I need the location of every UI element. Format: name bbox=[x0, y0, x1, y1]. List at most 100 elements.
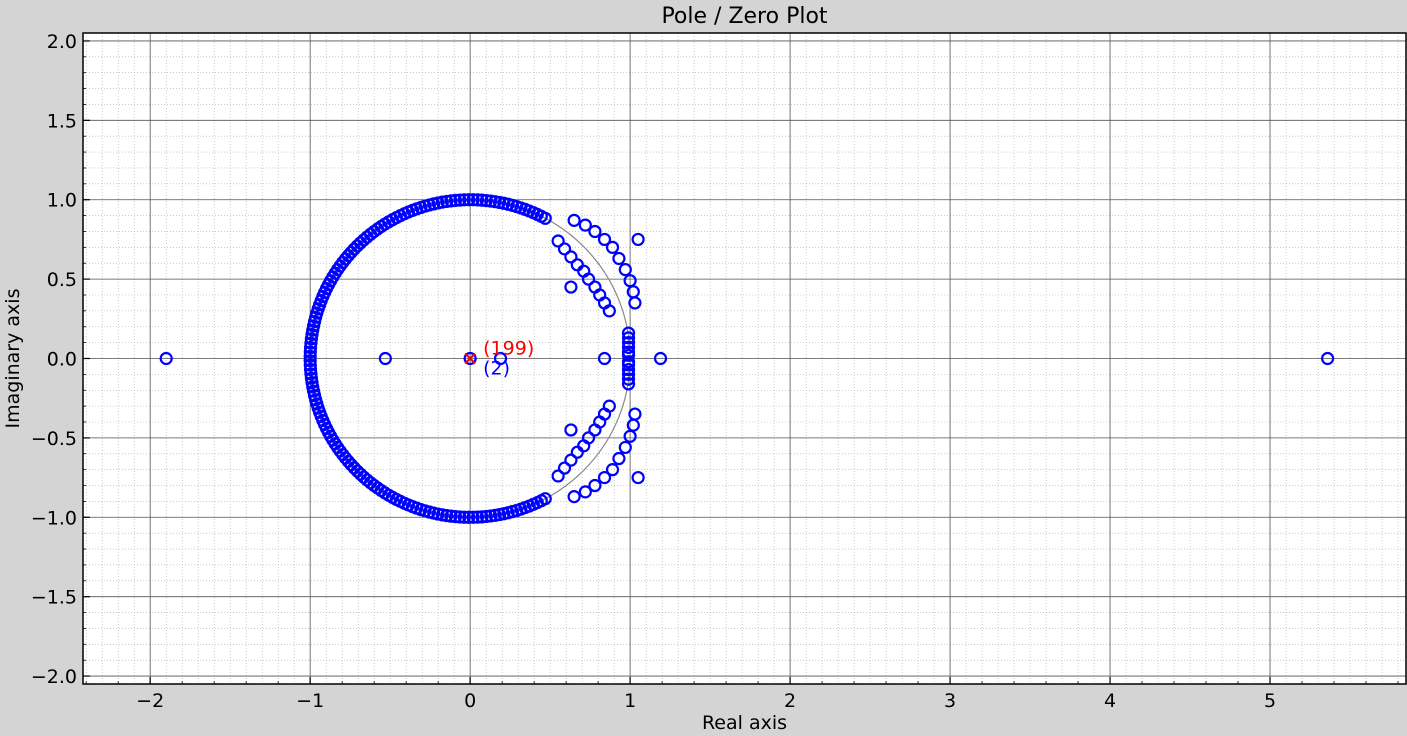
zero-marker bbox=[304, 336, 318, 350]
pole-count-label: (199) bbox=[483, 338, 534, 360]
zero-marker bbox=[602, 304, 616, 318]
zero-marker bbox=[470, 510, 485, 524]
zero-marker bbox=[621, 367, 636, 381]
x-tick-label: 3 bbox=[944, 690, 956, 712]
zero-marker bbox=[621, 355, 636, 369]
zero-marker bbox=[551, 469, 565, 483]
zero-marker bbox=[581, 431, 596, 445]
zero-marker bbox=[463, 351, 477, 366]
zero-marker bbox=[588, 478, 602, 493]
zero-marker bbox=[304, 367, 318, 381]
zero-marker bbox=[618, 440, 632, 455]
zero-marker bbox=[628, 407, 642, 421]
x-tick-label: 4 bbox=[1104, 690, 1116, 712]
y-tick-label: −0.5 bbox=[31, 428, 77, 450]
major-grid bbox=[83, 33, 1406, 684]
zero-marker bbox=[605, 463, 620, 477]
x-tick-label: 1 bbox=[624, 690, 636, 712]
y-axis-label: Imaginary axis bbox=[2, 289, 24, 429]
x-tick-label: 2 bbox=[784, 690, 796, 712]
zero-marker bbox=[444, 509, 458, 523]
zero-marker bbox=[581, 272, 596, 286]
zero-marker bbox=[631, 232, 645, 247]
zero-marker bbox=[457, 510, 471, 524]
zero-marker bbox=[1321, 351, 1335, 366]
pole-marker bbox=[464, 352, 476, 365]
axis-ticks: −2 −1 0 1 2 3 4 5 2.0 1.5 1.0 0.5 0.0 −0.5 −1.0 −1.5 −2.… bbox=[31, 31, 1399, 712]
zero-marker bbox=[538, 492, 552, 506]
zero-marker bbox=[621, 372, 636, 386]
zero-marker bbox=[631, 470, 645, 485]
zero-marker bbox=[578, 485, 592, 499]
zero-marker bbox=[303, 362, 318, 377]
zero-count-label: (2) bbox=[483, 358, 510, 380]
zero-marker bbox=[597, 351, 612, 366]
zero-marker bbox=[567, 490, 581, 504]
y-tick-label: 1.5 bbox=[47, 110, 77, 132]
zero-marker bbox=[303, 358, 317, 372]
chart-marks bbox=[159, 193, 1335, 524]
zero-marker bbox=[457, 193, 471, 207]
zero-marker bbox=[612, 251, 626, 266]
zero-marker bbox=[484, 194, 498, 208]
zero-marker bbox=[564, 280, 578, 294]
zero-marker bbox=[159, 351, 173, 366]
x-tick-label: 0 bbox=[464, 690, 476, 712]
zero-marker bbox=[564, 453, 578, 467]
zero-marker bbox=[448, 510, 463, 524]
zero-marker bbox=[466, 193, 480, 207]
y-tick-label: 0.0 bbox=[47, 349, 77, 371]
zero-marker bbox=[621, 377, 636, 391]
zero-marker bbox=[303, 345, 317, 359]
zero-marker bbox=[597, 470, 612, 485]
zero-marker bbox=[578, 218, 592, 232]
y-tick-label: −2.0 bbox=[31, 666, 77, 688]
zero-marker bbox=[588, 224, 602, 239]
zero-marker bbox=[303, 349, 317, 363]
zero-marker bbox=[618, 262, 632, 277]
y-tick-label: 1.0 bbox=[47, 190, 77, 212]
zero-marker bbox=[551, 234, 565, 248]
x-tick-label: −1 bbox=[296, 690, 324, 712]
zero-marker bbox=[567, 213, 581, 227]
zero-marker bbox=[475, 193, 489, 207]
zero-marker bbox=[479, 193, 493, 208]
zero-marker bbox=[479, 509, 493, 524]
zero-marker bbox=[557, 461, 572, 475]
y-tick-label: −1.5 bbox=[31, 587, 77, 609]
zero-marker bbox=[557, 242, 572, 256]
x-axis-label: Real axis bbox=[702, 712, 787, 734]
zero-marker bbox=[462, 510, 476, 524]
zero-marker bbox=[453, 510, 467, 524]
zero-marker bbox=[602, 399, 616, 413]
zero-marker bbox=[303, 354, 317, 368]
x-tick-label: −2 bbox=[136, 690, 164, 712]
zero-marker bbox=[621, 326, 636, 340]
y-tick-label: −1.0 bbox=[31, 507, 77, 529]
zero-marker bbox=[453, 193, 467, 207]
zero-marker bbox=[564, 423, 578, 437]
zero-marker bbox=[597, 232, 612, 247]
zero-marker bbox=[448, 193, 463, 207]
zero-marker bbox=[378, 351, 392, 366]
zero-marker bbox=[653, 351, 668, 366]
zero-marker bbox=[621, 340, 636, 354]
zero-marker bbox=[605, 240, 620, 254]
zero-marker bbox=[466, 510, 480, 524]
zero-marker bbox=[304, 332, 319, 346]
zero-marker bbox=[303, 340, 318, 355]
zero-marker bbox=[475, 510, 489, 524]
zero-marker bbox=[612, 451, 626, 466]
zero-marker bbox=[621, 336, 636, 350]
zero-marker bbox=[493, 351, 508, 366]
zero-marker bbox=[621, 331, 636, 345]
zero-marker bbox=[462, 193, 476, 207]
x-tick-label: 5 bbox=[1264, 690, 1276, 712]
zero-marker bbox=[564, 250, 578, 264]
zero-marker bbox=[621, 348, 636, 362]
chart-title: Pole / Zero Plot bbox=[661, 4, 827, 29]
y-tick-label: 2.0 bbox=[47, 31, 77, 53]
zero-marker bbox=[621, 363, 636, 377]
y-tick-label: 0.5 bbox=[47, 269, 77, 291]
